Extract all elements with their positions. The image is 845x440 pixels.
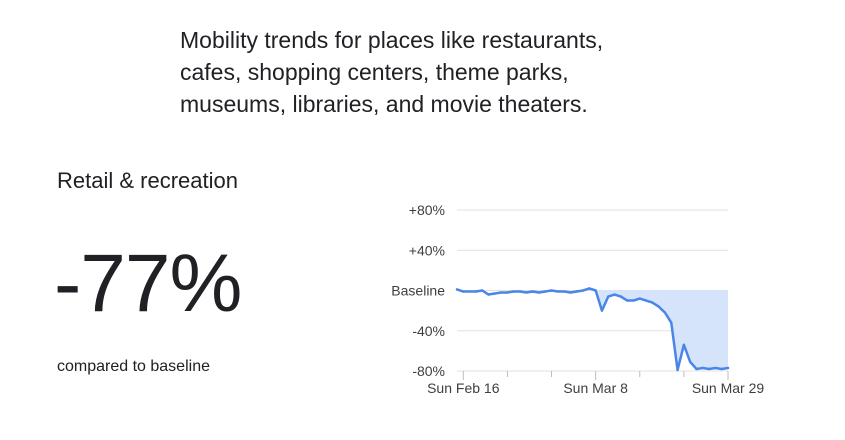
comparison-caption: compared to baseline xyxy=(57,358,210,375)
data-point xyxy=(506,291,509,294)
data-point xyxy=(455,288,459,291)
data-point xyxy=(562,290,566,293)
category-title: Retail & recreation xyxy=(57,168,238,193)
data-point xyxy=(512,290,515,293)
data-point xyxy=(499,291,503,294)
chart-axis-labels: +80% +40% Baseline -40% -80%Sun Feb 16 Sun Ma… xyxy=(391,202,764,396)
data-point xyxy=(613,293,616,296)
data-point xyxy=(701,366,704,370)
description-line: Mobility trends for places like restaura… xyxy=(180,27,604,53)
data-point xyxy=(720,367,723,371)
data-point xyxy=(707,367,711,371)
data-point xyxy=(714,366,717,370)
data-point xyxy=(670,321,673,324)
description-line: cafes, shopping centers, theme parks, xyxy=(180,59,569,85)
x-tick-label: Sun Mar 29 xyxy=(692,380,765,396)
data-point xyxy=(462,290,465,293)
description-line: museums, libraries, and movie theaters. xyxy=(180,91,588,117)
data-point xyxy=(468,290,471,293)
data-point xyxy=(525,291,528,294)
data-point xyxy=(644,299,648,302)
data-point xyxy=(550,289,553,292)
data-point xyxy=(531,290,534,293)
data-point xyxy=(657,305,660,308)
data-point xyxy=(588,287,591,290)
data-point xyxy=(600,309,604,312)
below-baseline-area xyxy=(589,290,728,370)
data-point xyxy=(487,293,490,296)
data-point xyxy=(632,299,635,302)
data-point xyxy=(481,289,484,292)
data-point xyxy=(625,299,629,302)
data-point xyxy=(688,360,692,364)
data-point xyxy=(474,290,478,293)
data-point xyxy=(682,343,686,347)
headline-percent-change: -77% xyxy=(54,238,242,329)
data-point xyxy=(569,291,572,294)
data-point xyxy=(651,301,654,304)
data-point xyxy=(544,290,547,293)
x-tick-label: Sun Mar 8 xyxy=(563,380,628,396)
place-category-description: Mobility trends for places like restaura… xyxy=(180,24,740,120)
data-point xyxy=(695,367,698,371)
data-point xyxy=(638,297,641,300)
y-tick-label: -40% xyxy=(412,323,445,339)
data-point xyxy=(518,290,522,293)
data-point xyxy=(537,291,541,294)
x-tick-label: Sun Feb 16 xyxy=(427,380,500,396)
data-point xyxy=(556,290,560,293)
y-tick-label: +80% xyxy=(409,202,445,218)
data-point xyxy=(594,289,597,292)
data-point xyxy=(493,292,497,295)
y-tick-label: -80% xyxy=(412,363,445,379)
y-tick-label: Baseline xyxy=(391,283,445,299)
data-point xyxy=(607,295,610,298)
data-point xyxy=(575,290,578,293)
data-point xyxy=(726,366,730,370)
chart-area-layer xyxy=(455,287,730,372)
data-point xyxy=(676,368,679,372)
y-tick-label: +40% xyxy=(409,242,445,258)
data-point xyxy=(581,289,585,292)
data-point xyxy=(663,311,667,314)
data-point xyxy=(619,295,623,298)
chart-ticks xyxy=(462,371,729,380)
